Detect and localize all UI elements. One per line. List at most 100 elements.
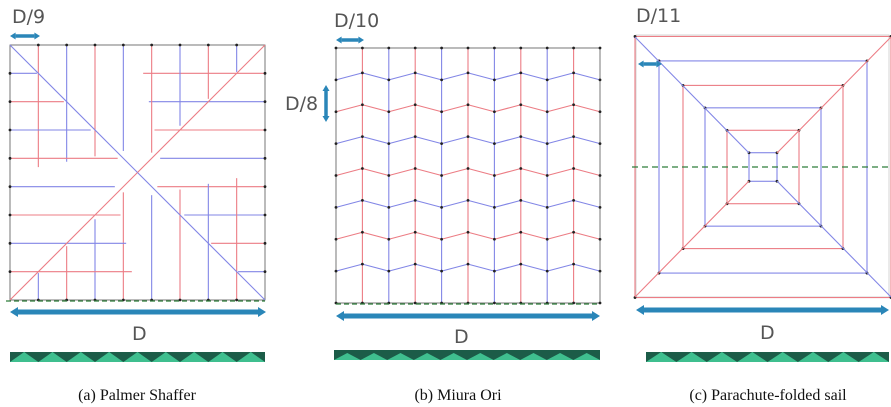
vertex xyxy=(440,78,443,82)
crease xyxy=(634,36,750,154)
crease xyxy=(441,231,469,240)
folded-strip xyxy=(646,352,889,362)
arrow-head xyxy=(358,36,364,44)
crease xyxy=(362,136,389,145)
vertex xyxy=(8,100,12,104)
vertex xyxy=(263,71,267,75)
caption: (b) Miura Ori xyxy=(414,387,502,404)
arrow-head xyxy=(336,36,342,44)
vertex xyxy=(598,142,602,146)
vertex xyxy=(519,71,523,75)
vertex xyxy=(387,237,391,241)
crease xyxy=(335,231,363,240)
vertex xyxy=(178,298,182,302)
vertex xyxy=(466,198,470,202)
arrow-head xyxy=(34,32,40,40)
crease xyxy=(388,231,416,240)
size-label: D xyxy=(760,322,775,344)
vertex xyxy=(572,46,575,50)
miura-ori-pattern xyxy=(334,46,602,305)
vertex xyxy=(8,270,12,274)
vertex xyxy=(8,241,12,245)
vertex xyxy=(8,128,12,132)
crease xyxy=(494,167,521,177)
crease xyxy=(415,231,442,240)
crease xyxy=(573,231,601,240)
strip-facet xyxy=(180,352,209,362)
crease xyxy=(573,104,601,113)
crease xyxy=(415,199,442,208)
dimension-arrow xyxy=(336,36,364,44)
vertex xyxy=(65,43,69,47)
vertex xyxy=(206,43,210,47)
vertex xyxy=(413,230,417,234)
vertex xyxy=(493,174,496,177)
vertex xyxy=(93,43,97,47)
vertex xyxy=(413,167,417,170)
crease xyxy=(573,136,601,145)
vertex xyxy=(235,298,239,302)
spacing-label: D/9 xyxy=(12,6,45,28)
crease xyxy=(467,231,495,240)
vertex xyxy=(334,142,338,146)
crease xyxy=(520,199,548,208)
vertex xyxy=(545,269,549,273)
vertex xyxy=(413,71,417,75)
vertex xyxy=(572,167,575,170)
vertex xyxy=(572,103,575,107)
strip-base xyxy=(646,352,889,362)
strip-facet xyxy=(573,353,600,360)
vertex xyxy=(334,110,338,114)
crease xyxy=(520,72,548,81)
vertex xyxy=(413,198,417,202)
vertex xyxy=(263,100,267,104)
vertex xyxy=(413,103,417,107)
crease xyxy=(441,104,469,113)
folded-strip xyxy=(334,350,600,360)
vertex xyxy=(440,237,443,241)
crease xyxy=(573,72,601,81)
crease xyxy=(494,104,521,113)
crease xyxy=(388,136,416,145)
vertex xyxy=(334,269,338,273)
vertex xyxy=(334,78,338,82)
crease xyxy=(467,199,495,208)
crease xyxy=(335,72,363,81)
arrow-head xyxy=(592,311,600,321)
vertex xyxy=(8,213,12,217)
vertex xyxy=(545,237,549,241)
strip-facet xyxy=(208,352,237,362)
vertex xyxy=(263,128,267,132)
crease xyxy=(335,136,363,145)
crease xyxy=(634,180,750,298)
crease xyxy=(415,104,442,113)
crease xyxy=(494,263,521,272)
folded-strip xyxy=(10,352,265,362)
crease xyxy=(573,167,601,177)
vertex xyxy=(466,71,470,75)
vertex xyxy=(440,269,443,273)
strip-facet xyxy=(151,352,180,362)
vertex xyxy=(334,205,338,209)
vertex xyxy=(361,262,364,266)
strip-facet xyxy=(828,352,859,362)
crease xyxy=(547,231,574,240)
vertex xyxy=(493,110,496,114)
arrow-head xyxy=(10,32,16,40)
vertex xyxy=(519,103,523,107)
vertex xyxy=(519,46,523,50)
vertex xyxy=(440,142,443,146)
crease xyxy=(137,44,266,173)
vertex xyxy=(387,205,391,209)
row-label: D/8 xyxy=(285,93,318,115)
vertex xyxy=(8,185,12,189)
strip-facet xyxy=(546,353,574,360)
arrow-head xyxy=(656,60,662,68)
vertex xyxy=(387,78,391,82)
arrow-head xyxy=(322,116,330,122)
vertex xyxy=(8,156,12,160)
vertex xyxy=(440,174,443,177)
vertex xyxy=(440,110,443,114)
strip-facet xyxy=(413,353,441,360)
